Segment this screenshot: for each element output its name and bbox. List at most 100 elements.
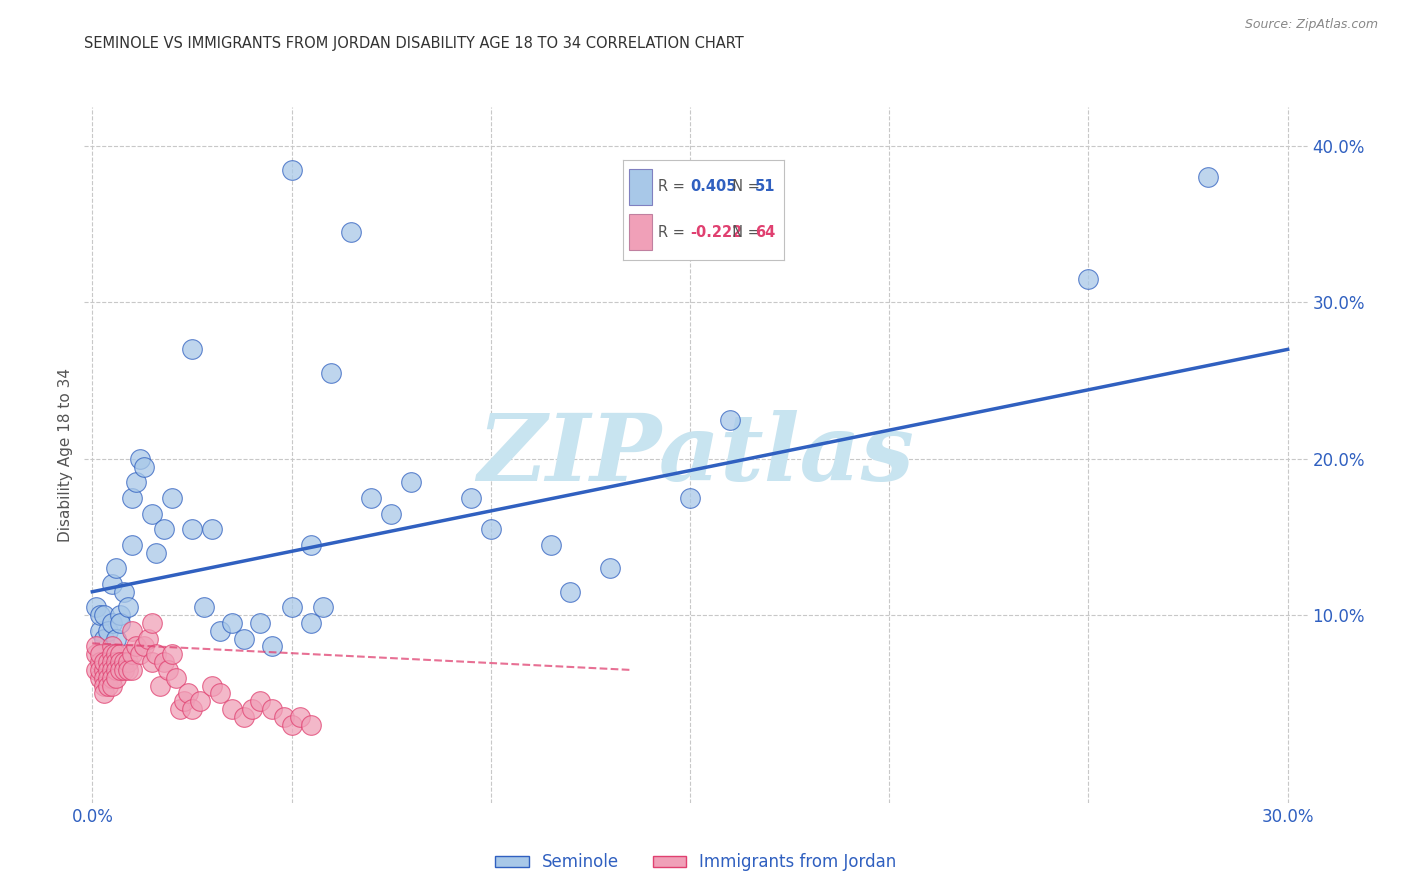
- Point: [134, 640, 156, 654]
- Point: [181, 343, 204, 357]
- Point: [145, 647, 167, 661]
- Point: [129, 451, 152, 466]
- Point: [141, 615, 163, 630]
- Point: [101, 615, 124, 630]
- Point: [312, 600, 335, 615]
- Point: [221, 702, 243, 716]
- Point: [280, 600, 302, 615]
- Point: [110, 608, 132, 623]
- Point: [86, 647, 108, 661]
- Point: [86, 663, 108, 677]
- Point: [718, 413, 741, 427]
- Point: [221, 615, 243, 630]
- Point: [479, 522, 502, 536]
- Point: [101, 679, 124, 693]
- Point: [112, 655, 135, 669]
- Point: [121, 538, 143, 552]
- Point: [136, 632, 159, 646]
- Point: [160, 647, 183, 661]
- Point: [249, 615, 271, 630]
- Point: [101, 671, 124, 685]
- Point: [89, 655, 111, 669]
- Point: [105, 655, 128, 669]
- Point: [232, 632, 254, 646]
- Point: [188, 694, 211, 708]
- Point: [97, 679, 120, 693]
- Point: [301, 538, 323, 552]
- Point: [105, 671, 128, 685]
- Point: [141, 655, 163, 669]
- Point: [112, 663, 135, 677]
- Point: [288, 710, 311, 724]
- Point: [97, 624, 120, 638]
- Point: [208, 686, 231, 700]
- Point: [125, 475, 148, 490]
- Point: [93, 686, 115, 700]
- Bar: [628, 214, 651, 250]
- Point: [93, 663, 115, 677]
- Point: [121, 647, 143, 661]
- Point: [105, 561, 128, 575]
- Point: [173, 694, 195, 708]
- Point: [232, 710, 254, 724]
- Point: [110, 655, 132, 669]
- Y-axis label: Disability Age 18 to 34: Disability Age 18 to 34: [58, 368, 73, 542]
- Point: [193, 600, 215, 615]
- Point: [141, 507, 163, 521]
- Point: [105, 663, 128, 677]
- Text: N =: N =: [723, 225, 765, 240]
- Point: [101, 577, 124, 591]
- Point: [399, 475, 422, 490]
- Point: [121, 624, 143, 638]
- Point: [201, 679, 224, 693]
- Point: [301, 717, 323, 731]
- Point: [101, 640, 124, 654]
- Point: [280, 162, 302, 177]
- Point: [117, 655, 139, 669]
- Text: 51: 51: [755, 179, 776, 194]
- Point: [93, 655, 115, 669]
- Point: [340, 225, 363, 239]
- Point: [117, 600, 139, 615]
- Legend: Seminole, Immigrants from Jordan: Seminole, Immigrants from Jordan: [489, 847, 903, 878]
- Point: [360, 491, 382, 505]
- Bar: [628, 169, 651, 205]
- Point: [89, 663, 111, 677]
- Point: [101, 655, 124, 669]
- Point: [260, 640, 283, 654]
- Point: [160, 491, 183, 505]
- Text: ZIPatlas: ZIPatlas: [478, 410, 914, 500]
- Point: [125, 640, 148, 654]
- Point: [105, 632, 128, 646]
- Point: [101, 663, 124, 677]
- Point: [153, 522, 176, 536]
- Point: [679, 491, 702, 505]
- Point: [117, 663, 139, 677]
- Point: [240, 702, 263, 716]
- Text: R =: R =: [658, 225, 689, 240]
- Point: [129, 647, 152, 661]
- Point: [89, 647, 111, 661]
- Point: [134, 459, 156, 474]
- Point: [249, 694, 271, 708]
- Point: [86, 600, 108, 615]
- Point: [153, 655, 176, 669]
- Text: 0.405: 0.405: [690, 179, 737, 194]
- Point: [273, 710, 295, 724]
- Point: [110, 663, 132, 677]
- Point: [89, 624, 111, 638]
- Text: N =: N =: [723, 179, 765, 194]
- Point: [460, 491, 482, 505]
- Text: -0.222: -0.222: [690, 225, 742, 240]
- Point: [121, 663, 143, 677]
- Point: [208, 624, 231, 638]
- Text: 64: 64: [755, 225, 775, 240]
- Point: [145, 546, 167, 560]
- Point: [97, 655, 120, 669]
- Point: [89, 671, 111, 685]
- Point: [181, 702, 204, 716]
- Point: [201, 522, 224, 536]
- Point: [599, 561, 621, 575]
- Text: Source: ZipAtlas.com: Source: ZipAtlas.com: [1244, 18, 1378, 31]
- Point: [165, 671, 187, 685]
